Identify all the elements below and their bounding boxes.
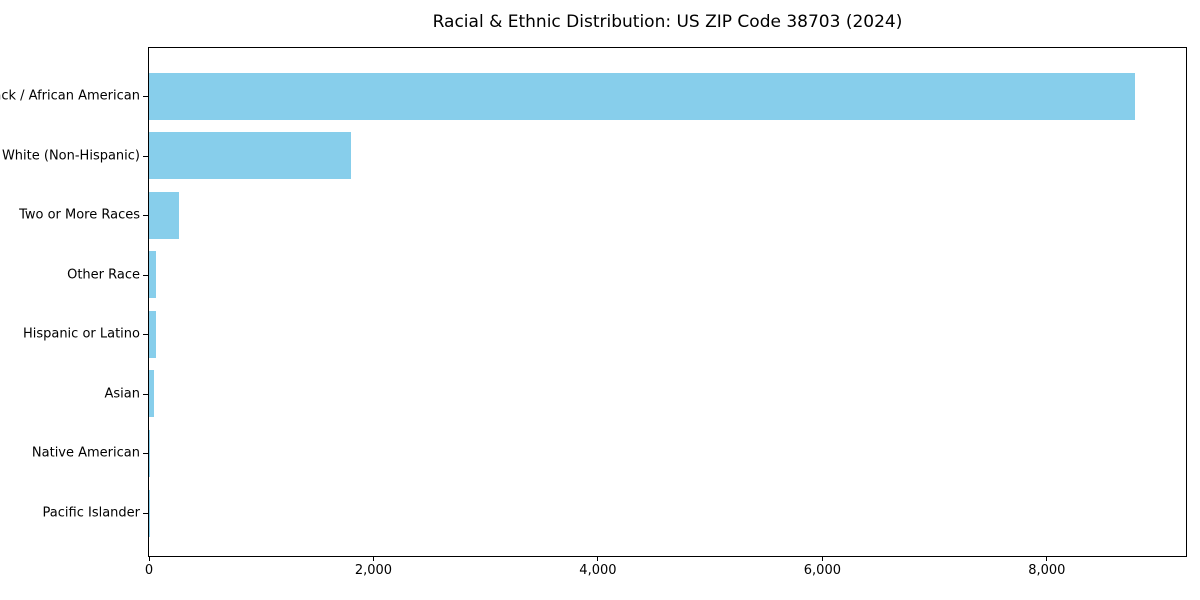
bar <box>149 370 154 418</box>
bar <box>149 429 150 477</box>
x-tick-label: 0 <box>144 563 154 578</box>
x-tick-label: 6,000 <box>803 563 841 578</box>
y-tick-mark <box>143 453 148 455</box>
x-tick-mark <box>372 556 374 561</box>
y-tick-label: Other Race <box>67 267 140 283</box>
y-tick-mark <box>143 334 148 336</box>
y-tick-mark <box>143 215 148 217</box>
x-tick-mark <box>821 556 823 561</box>
x-tick-mark <box>1046 556 1048 561</box>
y-tick-mark <box>143 155 148 157</box>
bar <box>149 191 179 239</box>
y-tick-mark <box>143 96 148 97</box>
y-tick-mark <box>143 393 148 395</box>
y-tick-label: Asian <box>104 386 140 402</box>
bar <box>149 251 156 299</box>
plot-area: Black / African American White (Non-Hispa… <box>0 47 1187 578</box>
bar <box>149 72 1136 120</box>
y-tick-label: White (Non-Hispanic) <box>1 148 140 164</box>
x-tick-mark <box>148 556 150 561</box>
y-tick-mark <box>143 274 148 276</box>
y-tick-label: Black / African American <box>0 88 140 104</box>
x-tick-label: 4,000 <box>579 563 617 578</box>
bar <box>149 310 156 358</box>
y-tick-label: Two or More Races <box>19 207 140 223</box>
y-tick-label: Native American <box>31 445 140 461</box>
x-tick-mark <box>597 556 599 561</box>
x-tick-label: 8,000 <box>1028 563 1066 578</box>
y-tick-mark <box>143 513 148 514</box>
chart-title: Racial & Ethnic Distribution: US ZIP Cod… <box>432 12 903 32</box>
bar <box>149 132 351 180</box>
y-tick-label: Pacific Islander <box>42 505 140 521</box>
y-tick-label: Hispanic or Latino <box>22 326 140 342</box>
x-tick-label: 2,000 <box>354 563 393 578</box>
